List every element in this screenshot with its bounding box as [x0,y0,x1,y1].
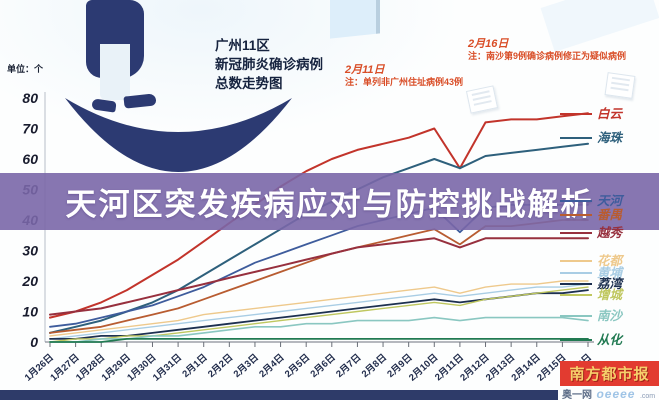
crescent-arc [65,98,292,172]
x-axis-label: 2月4日 [257,352,286,380]
y-axis-label: 10 [22,304,38,320]
x-axis-label: 2月7日 [334,352,363,380]
annotation-feb16-note: 注：南沙第9例确诊病例修正为疑似病例 [468,51,627,61]
banner-title: 天河区突发疾病应对与防控挑战解析 [65,187,594,222]
series-line-baiyun [49,112,589,319]
y-axis-label: 0 [30,334,38,350]
watermark-tld: .com [639,393,656,400]
x-axis-label: 2月8日 [360,352,389,380]
series-line-huadu [49,280,589,337]
chart-title-line2: 新冠肺炎确诊病例 [215,57,323,72]
press-logo-text: 南方都市报 [569,366,650,383]
series-line-nansha [49,316,589,343]
watermark-script: oeeee [596,387,636,400]
y-axis-label: 80 [22,90,38,106]
x-axis-label: 2月6日 [308,352,337,380]
chart-title: 广州11区 新冠肺炎确诊病例 总数走势图 [215,36,323,93]
x-axis-label: 2月3日 [232,352,261,380]
x-axis-label: 2月1日 [180,352,209,380]
watermark: 奥一网 oeeee .com [562,385,655,400]
headline-banner: 天河区突发疾病应对与防控挑战解析 [0,173,659,230]
x-axis-label: 2月2日 [206,352,235,380]
chart-title-line1: 广州11区 [215,38,270,53]
watermark-site: 奥一网 [562,390,592,400]
annotation-feb11: 2月11日 注：单列非广州住址病例43例 [345,64,463,88]
y-axis-unit-label: 单位：个 [7,64,44,74]
x-axis-label: 2月5日 [283,352,312,380]
y-axis-label: 20 [21,273,38,289]
series-line-conghua [49,337,589,343]
series-line-yuexiu [49,237,589,316]
bottom-bar [0,390,558,400]
y-axis-label: 30 [22,243,38,259]
y-axis-label: 60 [22,151,38,167]
chart-title-line3: 总数走势图 [215,76,283,91]
person-pants [100,44,130,100]
x-axis-label: 1月31日 [151,352,184,384]
annotation-feb16: 2月16日 注：南沙第9例确诊病例修正为疑似病例 [468,38,626,62]
annotation-feb11-note: 注：单列非广州住址病例43例 [345,77,464,87]
press-logo: 南方都市报 [560,361,659,386]
annotation-feb16-date: 2月16日 [468,38,509,50]
y-axis-label: 70 [22,121,38,137]
series-line-zengcheng [49,286,589,343]
series-line-huangpu [49,283,589,340]
annotation-feb11-date: 2月11日 [345,64,385,76]
